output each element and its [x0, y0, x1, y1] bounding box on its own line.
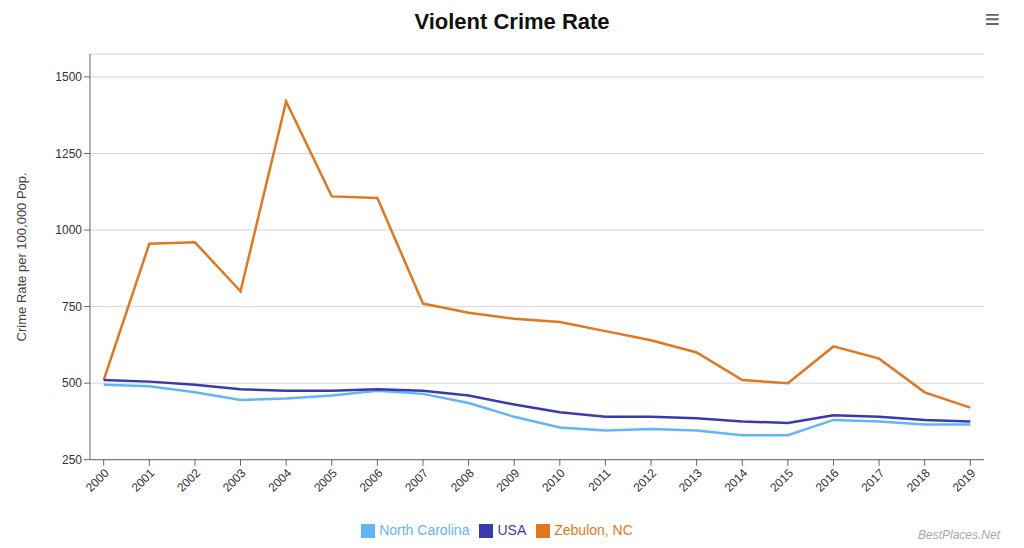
svg-text:2014: 2014 [722, 466, 751, 495]
svg-text:2015: 2015 [767, 466, 796, 495]
svg-text:2006: 2006 [357, 466, 386, 495]
svg-text:2000: 2000 [83, 466, 112, 495]
svg-text:1250: 1250 [55, 147, 82, 161]
svg-text:2017: 2017 [858, 466, 887, 495]
svg-text:2002: 2002 [174, 466, 203, 495]
svg-text:2009: 2009 [494, 466, 523, 495]
svg-text:500: 500 [62, 376, 82, 390]
svg-text:Crime Rate per 100,000 Pop.: Crime Rate per 100,000 Pop. [14, 172, 29, 341]
html-text:BestPlaces.Net: BestPlaces.Net [918, 528, 1000, 542]
svg-text:2007: 2007 [402, 466, 431, 495]
svg-text:1000: 1000 [55, 223, 82, 237]
svg-text:2011: 2011 [585, 466, 613, 494]
html-text:North Carolina: North Carolina [379, 521, 470, 538]
html-text:Zebulon, NC: Zebulon, NC [554, 521, 633, 538]
svg-text:2004: 2004 [265, 466, 294, 495]
svg-text:2008: 2008 [448, 466, 477, 495]
svg-text:2010: 2010 [539, 466, 568, 495]
svg-text:2018: 2018 [904, 466, 933, 495]
svg-text:2019: 2019 [950, 466, 979, 495]
svg-text:750: 750 [62, 300, 82, 314]
html-text:USA: USA [497, 521, 527, 538]
html-text:Violent Crime Rate: Violent Crime Rate [414, 9, 610, 34]
svg-text:1500: 1500 [55, 70, 82, 84]
svg-text:2013: 2013 [676, 466, 705, 495]
svg-text:250: 250 [62, 453, 82, 467]
svg-text:2003: 2003 [220, 466, 249, 495]
svg-text:2016: 2016 [813, 466, 842, 495]
svg-text:2005: 2005 [311, 466, 340, 495]
svg-text:2001: 2001 [129, 466, 158, 495]
svg-text:2012: 2012 [630, 466, 659, 495]
